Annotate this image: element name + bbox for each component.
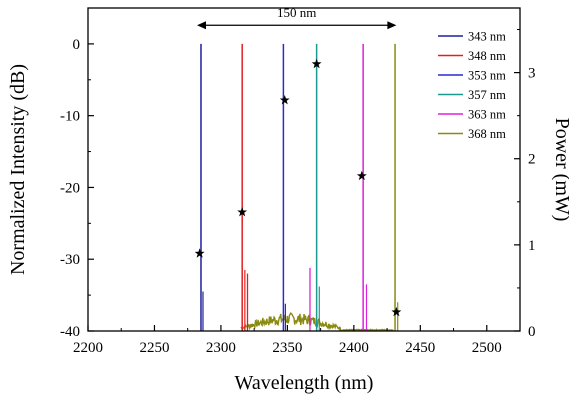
power-point-star: [311, 58, 322, 69]
y-right-tick-label: 3: [528, 66, 536, 82]
legend-entry: 348 nm: [468, 49, 506, 63]
x-tick-label: 2450: [405, 340, 435, 356]
legend-entry: 363 nm: [468, 108, 506, 122]
x-tick-label: 2500: [472, 340, 502, 356]
y-right-tick-label: 2: [528, 152, 536, 168]
y-left-tick-label: -20: [60, 180, 80, 196]
y-right-tick-label: 1: [528, 238, 536, 254]
y-axis-left-title: Normalized Intensity (dB): [7, 64, 29, 275]
plot-frame: [87, 7, 521, 332]
power-point-star: [237, 206, 248, 217]
power-point-star: [356, 170, 367, 181]
x-axis-title: Wavelength (nm): [235, 372, 374, 394]
power-point-star: [194, 248, 205, 258]
x-tick-label: 2300: [206, 340, 236, 356]
x-tick-label: 2350: [272, 340, 302, 356]
y-left-tick-label: -30: [60, 252, 80, 268]
legend: 343 nm 348 nm 353 nm 357 nm 363 nm 368 nm: [438, 30, 506, 141]
x-tick-label: 2400: [339, 340, 369, 356]
legend-entry: 343 nm: [468, 30, 506, 44]
x-tick-label: 2250: [139, 340, 169, 356]
legend-entry: 357 nm: [468, 88, 506, 102]
chart-marks: [194, 43, 402, 332]
legend-entry: 353 nm: [468, 69, 506, 83]
span-label: 150 nm: [277, 5, 316, 20]
chart-axes: 2200 2250 2300 2350 2400 2450 2500 0 -10 -20 -30 -4…: [60, 7, 536, 356]
y-left-tick-label: -40: [60, 324, 80, 340]
span-arrow-head-left: [196, 21, 206, 30]
y-left-tick-label: -10: [60, 109, 80, 125]
power-point-star: [391, 306, 402, 317]
y-right-tick-label: 0: [528, 324, 536, 340]
x-tick-label: 2200: [73, 340, 103, 356]
power-point-star: [279, 94, 290, 105]
y-axis-right-title: Power (mW): [551, 118, 569, 222]
span-annotation: 150 nm: [196, 5, 397, 30]
span-arrow-head-right: [387, 21, 397, 30]
legend-entry: 368 nm: [468, 127, 506, 141]
y-left-tick-label: 0: [73, 37, 81, 53]
